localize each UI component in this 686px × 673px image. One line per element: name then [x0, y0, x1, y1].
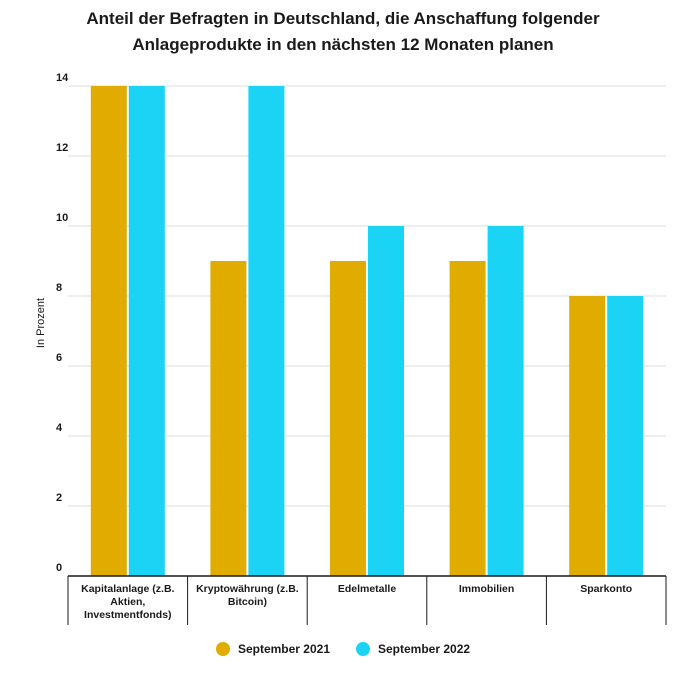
x-tick-label: Immobilien: [459, 583, 514, 595]
x-tick-label: Kapitalanlage (z.B.: [81, 583, 174, 595]
legend-item-series-2[interactable]: September 2022: [356, 642, 470, 656]
bar: [90, 86, 127, 576]
legend-swatch: [215, 642, 230, 656]
bar-chart: 0 2 4 6 8 10 12 14 In Prozent Kapitalanlage (z.…: [35, 72, 667, 625]
x-tick-label: Aktien,: [110, 596, 145, 608]
y-tick-label: 10: [56, 212, 68, 224]
x-tick-label: Bitcoin): [228, 596, 267, 608]
bars: [90, 86, 644, 576]
x-tick-label: Sparkonto: [580, 583, 632, 595]
legend: September 2021 September 2022: [0, 642, 686, 656]
y-tick-label: 14: [56, 72, 69, 84]
bar: [569, 296, 606, 576]
bar: [128, 86, 165, 576]
x-tick-label: Investmentfonds): [84, 609, 172, 621]
legend-item-series-1[interactable]: September 2021: [215, 642, 330, 656]
chart-title-line: Anlageprodukte in den nächsten 12 Monate…: [132, 35, 554, 54]
gridlines: [68, 85, 666, 507]
x-tick-label: Edelmetalle: [338, 583, 397, 595]
y-tick-label: 0: [56, 562, 62, 574]
y-tick-label: 8: [56, 282, 62, 294]
y-tick-label: 4: [56, 422, 63, 434]
bar: [210, 261, 247, 576]
bar: [330, 261, 366, 576]
x-axis: Kapitalanlage (z.B.Aktien,Investmentfond…: [67, 575, 667, 625]
bar: [487, 226, 524, 576]
bar: [607, 296, 644, 576]
legend-swatch: [356, 642, 370, 656]
legend-label: September 2022: [378, 642, 471, 656]
chart-title: Anteil der Befragten in Deutschland, die…: [0, 6, 686, 58]
bar: [368, 226, 404, 576]
chart-title-line: Anteil der Befragten in Deutschland, die…: [86, 9, 600, 28]
legend-label: September 2021: [237, 642, 330, 656]
y-tick-label: 2: [56, 492, 62, 504]
y-tick-label: 12: [56, 142, 68, 154]
y-axis-ticks: 0 2 4 6 8 10 12 14: [56, 72, 69, 574]
bar: [248, 86, 285, 576]
y-tick-label: 6: [56, 352, 62, 364]
y-axis-label: In Prozent: [35, 298, 47, 348]
x-tick-label: Kryptowährung (z.B.: [196, 583, 299, 595]
bar: [449, 261, 486, 576]
